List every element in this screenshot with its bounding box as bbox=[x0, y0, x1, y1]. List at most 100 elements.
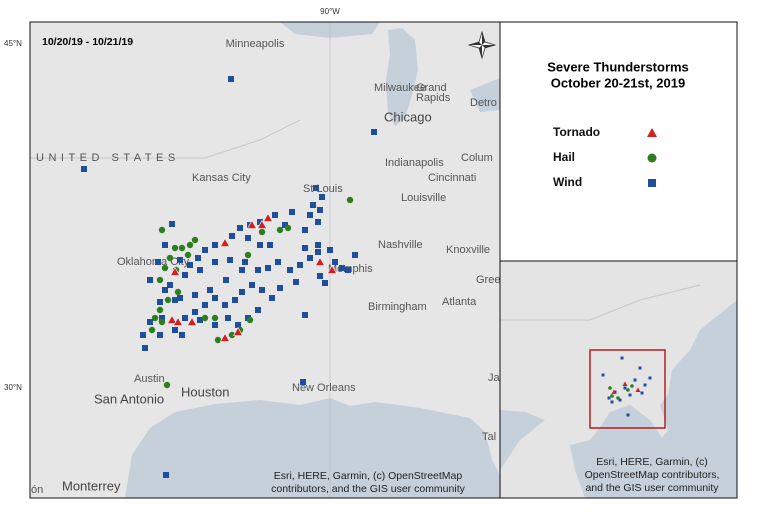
place-label: Chicago bbox=[384, 109, 432, 124]
wind-report bbox=[212, 322, 218, 328]
wind-report bbox=[327, 247, 333, 253]
hail-report bbox=[346, 196, 354, 204]
place-label: Monterrey bbox=[62, 478, 121, 493]
wind-report bbox=[192, 309, 198, 315]
hail-report bbox=[171, 244, 179, 252]
wind-report bbox=[169, 221, 175, 227]
wind-report bbox=[147, 319, 153, 325]
place-label: Minneapolis bbox=[226, 38, 285, 50]
wind-report bbox=[239, 267, 245, 273]
wind-report bbox=[163, 472, 169, 478]
place-label: Birmingham bbox=[368, 301, 427, 313]
place-label: Atlanta bbox=[442, 296, 477, 308]
wind-report bbox=[620, 356, 624, 360]
wind-symbol bbox=[648, 179, 656, 187]
inset-map bbox=[500, 261, 737, 498]
wind-report bbox=[229, 233, 235, 239]
wind-report bbox=[633, 378, 637, 382]
hail-report bbox=[608, 386, 612, 390]
hail-report bbox=[258, 228, 266, 236]
wind-report bbox=[648, 376, 652, 380]
wind-report bbox=[222, 302, 228, 308]
place-label: Colum bbox=[461, 152, 493, 164]
inset-frame bbox=[499, 260, 738, 499]
wind-report bbox=[239, 289, 245, 295]
wind-report bbox=[302, 227, 308, 233]
tornado-report bbox=[172, 316, 184, 326]
wind-report bbox=[172, 327, 178, 333]
wind-report bbox=[172, 297, 178, 303]
place-label: Gree bbox=[476, 274, 500, 286]
wind-report bbox=[626, 413, 630, 417]
wind-report bbox=[371, 129, 377, 135]
wind-report bbox=[242, 259, 248, 265]
wind-report bbox=[227, 257, 233, 263]
wind-report bbox=[607, 396, 611, 400]
wind-report bbox=[232, 297, 238, 303]
wind-report bbox=[300, 379, 306, 385]
hail-report bbox=[156, 276, 164, 284]
wind-report bbox=[339, 265, 345, 271]
wind-report bbox=[610, 400, 614, 404]
wind-report bbox=[225, 315, 231, 321]
place-label: Grand bbox=[416, 82, 447, 94]
wind-report bbox=[643, 383, 647, 387]
hail-report bbox=[246, 316, 254, 324]
tornado-report bbox=[232, 326, 244, 336]
wind-report bbox=[307, 255, 313, 261]
wind-report bbox=[623, 386, 627, 390]
tornado-report bbox=[611, 389, 617, 394]
wind-report bbox=[142, 345, 148, 351]
wind-report bbox=[182, 315, 188, 321]
place-label: Ja bbox=[488, 372, 501, 384]
hail-report bbox=[214, 336, 222, 344]
wind-report bbox=[319, 194, 325, 200]
place-label: Nashville bbox=[378, 239, 423, 251]
date-range: 10/20/19 - 10/21/19 bbox=[42, 36, 133, 48]
border bbox=[30, 119, 301, 159]
wind-report bbox=[259, 287, 265, 293]
inset-attribution: Esri, HERE, Garmin, (c) bbox=[596, 456, 707, 468]
legend-item: Hail bbox=[553, 150, 575, 164]
hail-report bbox=[174, 288, 182, 296]
hail-report bbox=[156, 306, 164, 314]
legend-title: Severe Thunderstorms bbox=[547, 59, 689, 74]
place-label: Tal bbox=[482, 431, 496, 443]
place-label: Kansas City bbox=[192, 172, 251, 184]
wind-report bbox=[287, 267, 293, 273]
hail-report bbox=[164, 296, 172, 304]
hail-report bbox=[228, 331, 236, 339]
wind-report bbox=[345, 267, 351, 273]
tornado-report bbox=[166, 314, 178, 324]
place-label: Knoxville bbox=[446, 244, 490, 256]
wind-report bbox=[302, 312, 308, 318]
wind-report bbox=[293, 279, 299, 285]
tornado-report bbox=[219, 237, 231, 247]
hail-report bbox=[158, 226, 166, 234]
hail-report bbox=[276, 226, 284, 234]
hail-report bbox=[148, 326, 156, 334]
tornado-report bbox=[326, 264, 338, 274]
wind-report bbox=[197, 267, 203, 273]
place-label: St Louis bbox=[303, 183, 343, 195]
tornado-report bbox=[186, 316, 198, 326]
wind-report bbox=[315, 242, 321, 248]
legend-panel bbox=[499, 21, 738, 262]
lake-michigan bbox=[386, 28, 418, 126]
place-label: Cincinnati bbox=[428, 172, 476, 184]
wind-report bbox=[249, 282, 255, 288]
wind-report bbox=[267, 242, 273, 248]
wind-report bbox=[223, 277, 229, 283]
wind-report bbox=[179, 332, 185, 338]
lake-erie bbox=[470, 78, 500, 112]
tornado-report bbox=[219, 332, 231, 342]
wind-report bbox=[159, 315, 165, 321]
wind-report bbox=[147, 277, 153, 283]
wind-report bbox=[157, 332, 163, 338]
gulf-of-mexico bbox=[125, 398, 500, 498]
wind-report bbox=[275, 259, 281, 265]
attribution: contributors, and the GIS user community bbox=[271, 483, 466, 495]
inset-attribution: OpenStreetMap contributors, bbox=[585, 469, 720, 481]
tornado-report bbox=[262, 212, 274, 222]
